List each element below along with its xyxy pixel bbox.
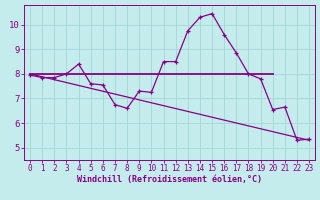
X-axis label: Windchill (Refroidissement éolien,°C): Windchill (Refroidissement éolien,°C) [77,175,262,184]
